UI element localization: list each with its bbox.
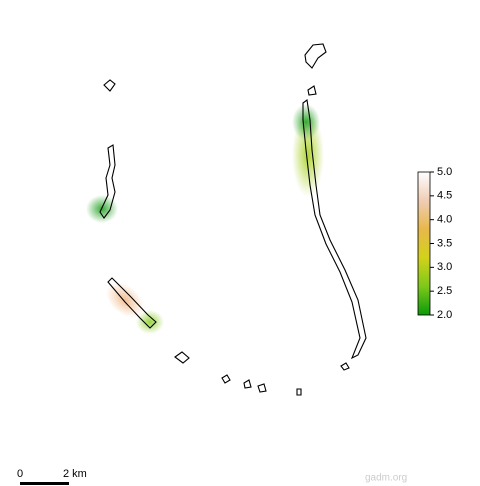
legend-tick-label: 5.0 [437,166,452,178]
scale-bar-rect [20,482,69,485]
colorbar [417,171,431,316]
legend-tick-label: 3.5 [437,237,452,249]
heat-spots [86,104,324,334]
scale-start: 0 [17,468,23,480]
islands [99,43,367,396]
legend-tick-label: 2.0 [437,309,452,321]
legend-tick-label: 3.0 [437,261,452,273]
legend-tick-label: 2.5 [437,285,452,297]
legend-tick-label: 4.0 [437,214,452,226]
scale-bar: 0 2 km [17,468,87,485]
legend-tick-label: 4.5 [437,190,452,202]
scale-end: 2 km [63,468,87,480]
source: gadm.org [365,473,407,484]
color-legend: 5.0 4.5 4.0 3.5 3.0 2.5 2.0 [417,166,452,321]
